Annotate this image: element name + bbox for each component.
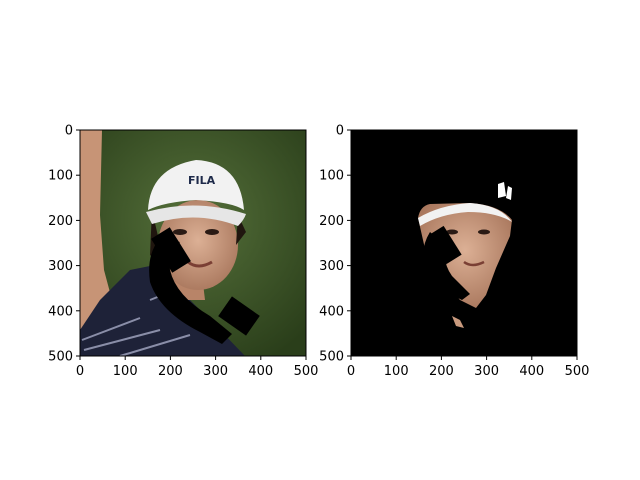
left-ytick-label: 300 (48, 259, 73, 274)
raised-arm (80, 130, 112, 330)
right-ytick-label: 0 (336, 124, 344, 139)
right-ytick-label: 300 (319, 259, 344, 274)
right-xtick-label: 200 (429, 364, 454, 379)
right-ytick-label: 200 (319, 214, 344, 229)
right-axes-frame (350, 129, 578, 357)
right-xtick-label: 500 (565, 364, 590, 379)
left-xtick-label: 300 (203, 364, 228, 379)
left-xtick-label: 400 (248, 364, 273, 379)
left-ytick-label: 100 (48, 169, 73, 184)
left-axes-frame (79, 129, 307, 357)
right-xtick-label: 400 (519, 364, 544, 379)
original-photo: FILA (80, 130, 306, 356)
cap-fragment (498, 182, 506, 198)
right-ytick-label: 400 (319, 304, 344, 319)
left-xtick-label: 100 (113, 364, 138, 379)
segmented-photo (351, 130, 577, 356)
black-occlusion-handset (149, 238, 232, 344)
right-xtick-label: 100 (384, 364, 409, 379)
left-ytick-label: 500 (48, 350, 73, 365)
white-cap (148, 160, 244, 210)
left-xtick-label: 500 (294, 364, 319, 379)
left-xtick-label: 200 (158, 364, 183, 379)
right-xtick-label: 0 (347, 364, 355, 379)
left-ytick-label: 0 (65, 124, 73, 139)
right-xtick-label: 300 (474, 364, 499, 379)
right-ytick-label: 500 (319, 350, 344, 365)
segmented-cap-brim (418, 203, 512, 226)
left-ytick-label: 200 (48, 214, 73, 229)
skin-patch (452, 316, 464, 328)
right-ytick-label: 100 (319, 169, 344, 184)
left-xtick-label: 0 (76, 364, 84, 379)
left-ytick-label: 400 (48, 304, 73, 319)
cap-logo: FILA (188, 174, 216, 187)
